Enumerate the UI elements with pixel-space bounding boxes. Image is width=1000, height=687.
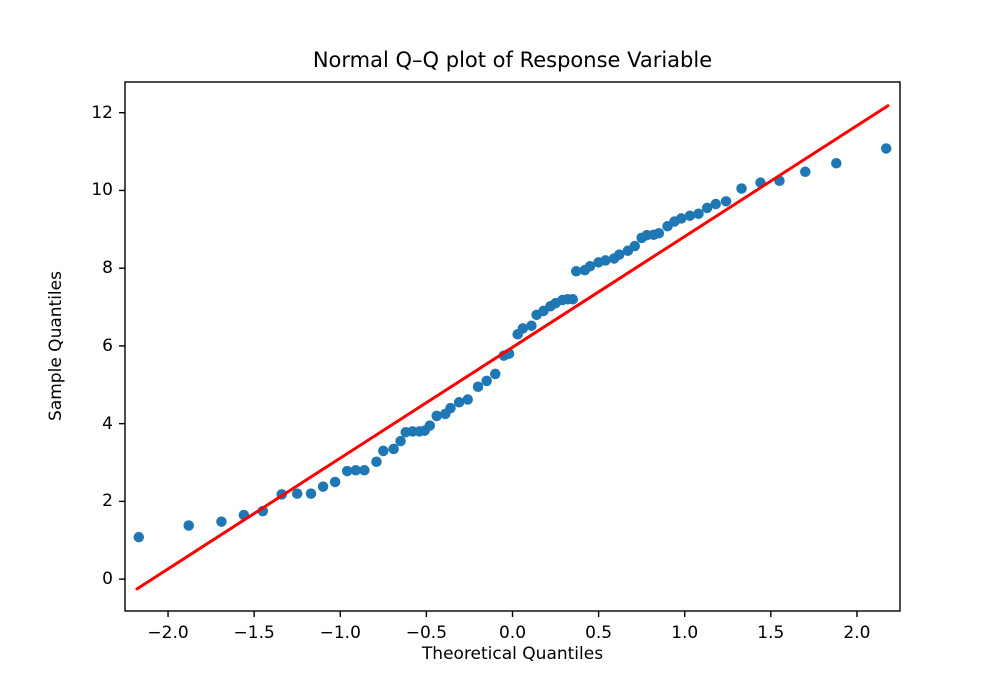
scatter-point [183, 520, 194, 531]
scatter-point [329, 476, 341, 488]
scatter-point [710, 198, 721, 210]
scatter-point [317, 481, 329, 492]
scatter-point [720, 196, 732, 207]
scatter-point [600, 255, 611, 266]
scatter-point [424, 420, 436, 431]
scatter-point [526, 320, 537, 331]
x-tick-label: −1.0 [319, 623, 361, 643]
x-tick-label: 2.0 [843, 623, 871, 643]
scatter-point [453, 397, 465, 408]
scatter-point [472, 381, 484, 392]
scatter-point [800, 166, 811, 178]
scatter-point [676, 213, 687, 224]
scatter-point [629, 240, 641, 252]
scatter-point [736, 183, 747, 194]
scatter-point [462, 394, 473, 405]
y-tick-label: 0 [102, 569, 113, 590]
scatter-point [395, 435, 406, 447]
scatter-point [133, 531, 145, 543]
y-tick-label: 12 [91, 102, 113, 123]
axes-frame [124, 81, 901, 612]
scatter-point [567, 294, 579, 305]
x-axis-label: Theoretical Quantiles [421, 644, 604, 664]
scatter-point [701, 202, 713, 214]
x-tick-label: −2.0 [147, 623, 189, 643]
x-tick-label: 0.5 [585, 623, 613, 643]
y-tick-label: 10 [91, 180, 113, 201]
scatter-point [431, 410, 442, 422]
y-tick-label: 8 [102, 258, 113, 279]
y-tick-label: 4 [102, 413, 113, 434]
scatter-point [341, 465, 353, 477]
scatter-point [378, 445, 389, 457]
chart-title: Normal Q–Q plot of Response Variable [312, 48, 713, 72]
plot-area [119, 81, 901, 617]
scatter-point [490, 368, 501, 380]
scatter-point [653, 227, 665, 239]
y-tick-label: 2 [102, 491, 113, 512]
scatter-point [481, 375, 492, 387]
scatter-point [570, 266, 582, 277]
scatter-point [517, 323, 529, 334]
scatter-point [880, 143, 892, 154]
scatter-point [831, 157, 842, 169]
scatter-point [359, 465, 370, 476]
scatter-point [291, 488, 303, 499]
reference-line [135, 104, 890, 591]
scatter-point [371, 456, 382, 467]
scatter-point [305, 488, 317, 499]
scatter-point [445, 402, 456, 414]
y-tick-label: 6 [102, 335, 113, 356]
scatter-point [216, 516, 227, 527]
scatter-point [584, 260, 596, 272]
scatter-point [684, 210, 696, 221]
x-tick-label: 1.0 [671, 623, 699, 643]
x-tick-label: 0.0 [498, 623, 527, 643]
scatter-point [350, 465, 362, 476]
x-tick-label: −0.5 [405, 623, 448, 643]
qq-plot-canvas [119, 81, 901, 617]
scatter-point [388, 443, 399, 455]
x-tick-label: −1.5 [233, 623, 275, 643]
scatter-point [614, 249, 625, 260]
x-tick-label: 1.5 [757, 623, 785, 643]
scatter-point [693, 208, 704, 220]
